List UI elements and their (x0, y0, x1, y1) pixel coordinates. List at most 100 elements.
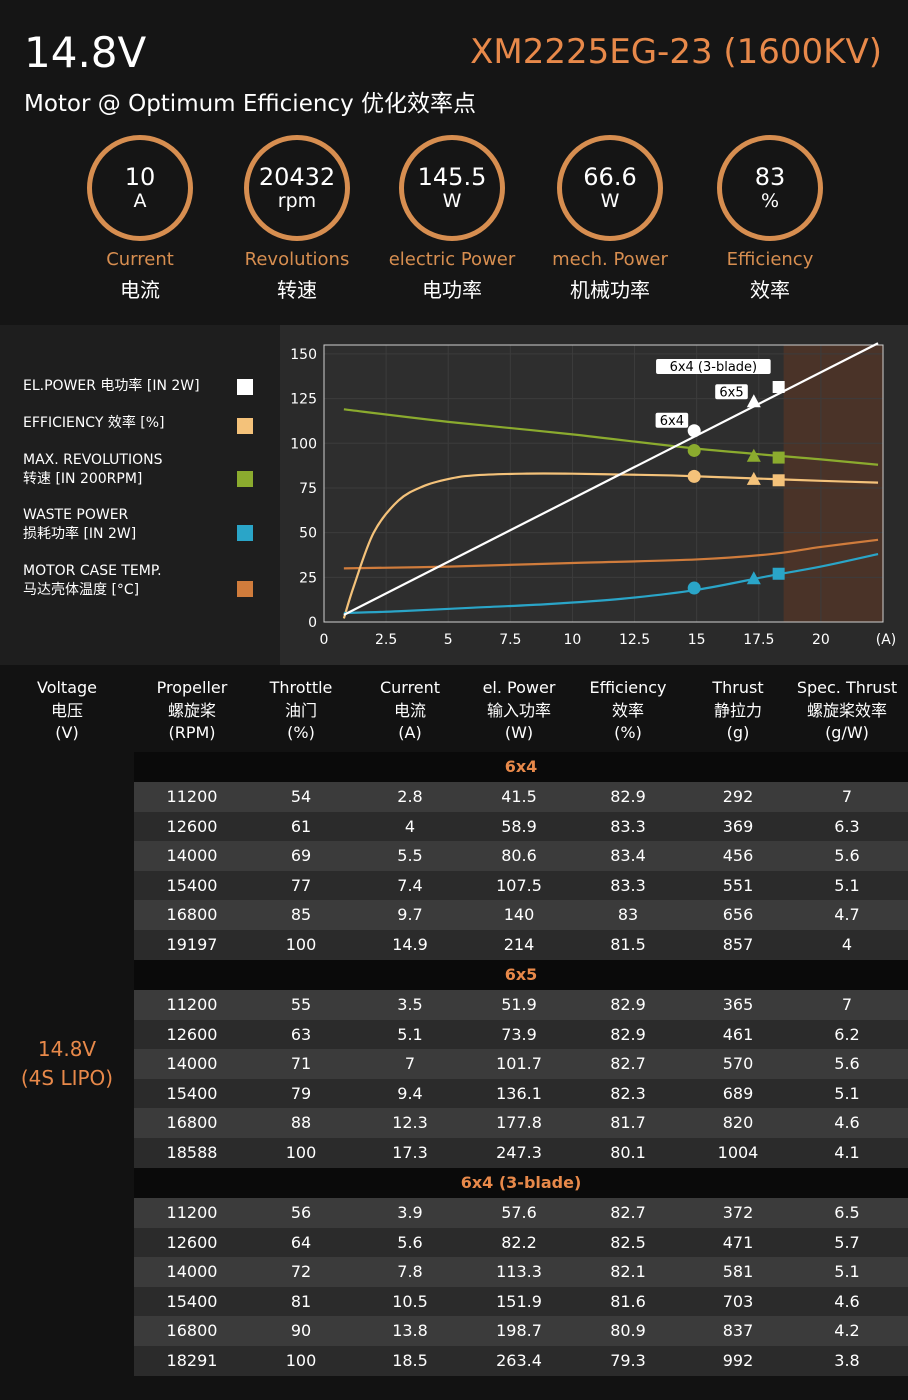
table-cell: 5.1 (834, 875, 860, 895)
point-label: 6x4 (3-blade) (670, 360, 758, 375)
stat-mech-power: 66.6 W mech. Power 机械功率 (535, 135, 685, 303)
stat-value: 66.6 (583, 163, 637, 191)
table-cell: 80.1 (610, 1143, 646, 1162)
table-cell: 107.5 (496, 875, 542, 895)
table-cell: 54 (290, 787, 312, 806)
table-cell: 7 (841, 995, 853, 1014)
table-cell: 6.2 (834, 1024, 860, 1044)
marker-circle-el-power (687, 424, 701, 438)
table-cell: 100 (285, 1351, 317, 1370)
legend-label-efficiency: EFFICIENCY 效率 [%] (23, 414, 165, 433)
column-header-line: 效率 (611, 700, 644, 720)
column-header-line: Throttle (269, 678, 333, 697)
marker-circle-revolutions (687, 443, 701, 457)
marker-square-revolutions (772, 451, 785, 464)
x-tick-label: 20 (812, 632, 830, 648)
table-cell: 82.7 (610, 1203, 646, 1222)
column-header-line: (A) (398, 723, 422, 742)
table-row: 18291 100 18.5 263.4 79.3 992 3.8 (134, 1346, 908, 1376)
marker-circle-waste (687, 581, 701, 595)
table-cell: 6.5 (834, 1203, 860, 1222)
table-cell: 136.1 (496, 1083, 542, 1103)
column-header-line: Voltage (36, 678, 97, 697)
legend-line1: EL.POWER 电功率 [IN 2W] (23, 378, 200, 394)
column-header-line: Current (379, 678, 441, 697)
column-header-line: (RPM) (168, 723, 216, 742)
table-cell: 198.7 (496, 1321, 542, 1341)
stat-value: 10 (124, 163, 156, 191)
y-tick-label: 50 (299, 526, 317, 542)
table-cell: 10.5 (392, 1291, 428, 1311)
subtitle: Motor @ Optimum Efficiency 优化效率点 (24, 91, 476, 117)
stat-value: 83 (754, 163, 786, 191)
table-row: 15400 79 9.4 136.1 82.3 689 5.1 (134, 1078, 908, 1109)
stat-ring: 20432 rpm (244, 135, 350, 241)
stat-ring: 66.6 W (557, 135, 663, 241)
column-header-line: 静拉力 (713, 700, 762, 720)
table-cell: 5.6 (397, 1232, 423, 1252)
column-header-line: 螺旋桨效率 (806, 700, 887, 720)
table-cell: 857 (722, 935, 754, 954)
propeller-group-header: 6x4 (3-blade) (134, 1168, 908, 1198)
table-cell: 83 (617, 905, 639, 925)
stat-label-en: electric Power (388, 249, 516, 270)
table-cell: 19197 (166, 935, 218, 954)
table-cell: 7 (841, 787, 853, 806)
column-header-line: 油门 (284, 700, 317, 720)
column-header-line: 电压 (50, 700, 83, 720)
column-header-line: (g) (726, 723, 750, 742)
series-line-el-power (343, 342, 879, 616)
table-cell: 4.1 (834, 1143, 860, 1162)
table-cell: 581 (722, 1262, 754, 1282)
stat-unit: W (442, 190, 462, 212)
table-cell: 82.9 (610, 1024, 646, 1044)
table-cell: 263.4 (496, 1351, 542, 1370)
x-tick-label: 5 (444, 632, 453, 648)
table-cell: 16800 (166, 905, 218, 925)
performance-chart: 0 25 50 75 100 125 150 0 2.5 5 7.5 10 12.5 15 17.5 20 (A… (290, 342, 896, 648)
table-cell: 5.7 (834, 1232, 860, 1252)
stat-unit: A (133, 190, 147, 212)
table-row: 14000 72 7.8 113.3 82.1 581 5.1 (134, 1257, 908, 1287)
table-cell: 9.4 (397, 1083, 423, 1103)
point-label-box (656, 358, 771, 374)
table-cell: 80.6 (501, 846, 537, 866)
table-cell: 4 (841, 935, 853, 954)
column-header-line: 螺旋桨 (167, 700, 216, 720)
table-cell: 7 (404, 1054, 416, 1074)
marker-square-waste (772, 567, 785, 580)
column-header: Spec. Thrust 螺旋桨效率 (g/W) (793, 677, 901, 745)
marker-square-efficiency (772, 474, 785, 487)
table-cell: 100 (285, 935, 317, 954)
table-cell: 471 (722, 1232, 754, 1252)
table-cell: 369 (722, 816, 754, 836)
table-cell: 11200 (166, 995, 218, 1014)
stat-efficiency: 83 % Efficiency 效率 (695, 135, 845, 303)
table-cell: 82.2 (501, 1232, 537, 1252)
table-cell: 820 (722, 1113, 754, 1133)
table-cell: 14.9 (392, 935, 428, 954)
legend-swatch-case-temp (237, 581, 253, 597)
column-header-line: Efficiency (589, 678, 667, 697)
table-cell: 63 (290, 1024, 312, 1044)
stat-current: 10 A Current 电流 (65, 135, 215, 303)
table-cell: 14000 (166, 846, 218, 866)
column-header-line: (V) (55, 723, 79, 742)
stat-value: 20432 (258, 163, 336, 191)
column-header: Voltage 电压 (V) (13, 677, 121, 745)
legend-line1: MOTOR CASE TEMP. (23, 563, 162, 579)
table-cell: 79.3 (610, 1351, 646, 1370)
stat-label-en: Efficiency (726, 249, 814, 270)
x-tick-label: 10 (564, 632, 582, 648)
legend-line2: 转速 [IN 200RPM] (23, 471, 143, 487)
y-tick-label: 150 (290, 347, 317, 363)
table-row: 12600 63 5.1 73.9 82.9 461 6.2 (134, 1019, 908, 1050)
table-cell: 71 (290, 1054, 312, 1074)
table-cell: 58.9 (501, 816, 537, 836)
x-tick-label: 0 (320, 632, 329, 648)
table-row: 12600 64 5.6 82.2 82.5 471 5.7 (134, 1227, 908, 1258)
column-header: Efficiency 效率 (%) (574, 677, 682, 745)
table-cell: 6.3 (834, 816, 860, 836)
legend-line2: 马达壳体温度 [°C] (23, 582, 140, 598)
table-row: 11200 55 3.5 51.9 82.9 365 7 (134, 990, 908, 1020)
